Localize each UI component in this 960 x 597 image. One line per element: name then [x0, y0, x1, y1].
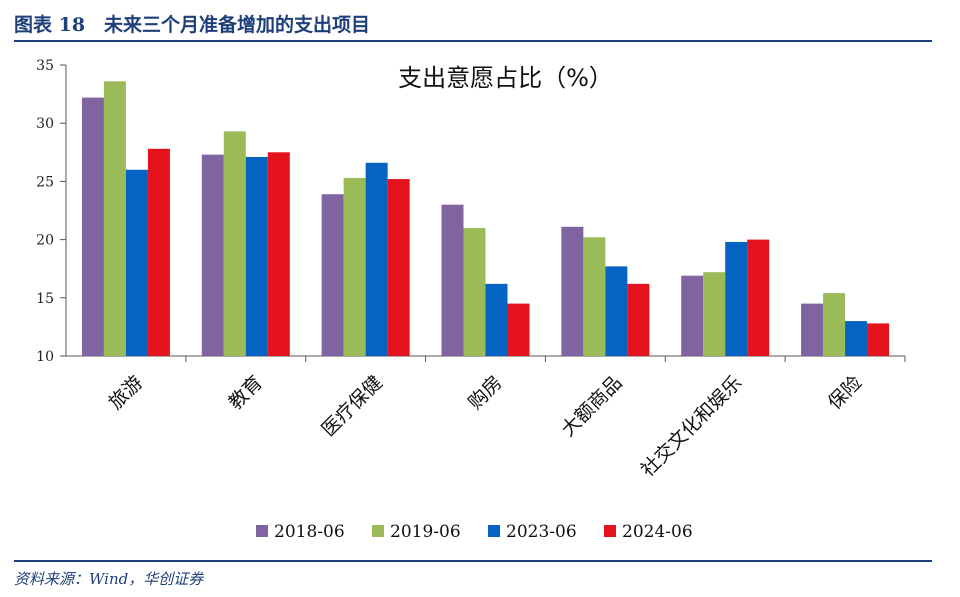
- bar: [725, 241, 748, 356]
- bar: [147, 148, 170, 356]
- legend-swatch: [488, 525, 500, 537]
- bar: [365, 162, 388, 356]
- legend-label: 2024-06: [622, 522, 693, 542]
- bar: [485, 283, 508, 356]
- chart-ticks: 10 15 20 25 30 35: [36, 58, 906, 365]
- category-label: 旅游: [105, 372, 147, 414]
- bar: [223, 131, 246, 356]
- bar: [703, 272, 726, 356]
- source-note: 资料来源：Wind，华创证券: [14, 570, 204, 588]
- bar: [801, 303, 824, 356]
- legend-label: 2023-06: [506, 522, 577, 542]
- legend-swatch: [604, 525, 616, 537]
- y-tick-label: 20: [36, 233, 54, 249]
- bar: [245, 156, 268, 356]
- y-tick-label: 35: [36, 58, 54, 74]
- legend-label: 2018-06: [274, 522, 345, 542]
- figure-title: 图表 18 未来三个月准备增加的支出项目: [14, 14, 371, 36]
- bar: [823, 293, 846, 356]
- bar: [343, 177, 366, 356]
- y-tick-label: 15: [36, 291, 54, 307]
- bar: [627, 283, 650, 356]
- y-tick-label: 25: [36, 174, 54, 190]
- category-label: 保险: [824, 372, 866, 414]
- bar: [867, 323, 890, 356]
- bar: [583, 237, 606, 356]
- bar: [321, 194, 344, 356]
- bar: [681, 275, 704, 356]
- chart-bars: [81, 81, 890, 357]
- legend-swatch: [256, 525, 268, 537]
- category-label: 社交文化和娱乐: [637, 372, 747, 482]
- bar: [125, 169, 148, 356]
- legend-swatch: [372, 525, 384, 537]
- bar: [845, 321, 868, 356]
- figure-header: 图表 18 未来三个月准备增加的支出项目: [14, 8, 932, 42]
- y-tick-label: 30: [36, 116, 54, 132]
- category-label: 教育: [224, 372, 266, 414]
- bar: [103, 81, 126, 357]
- bar: [561, 226, 584, 356]
- bar: [605, 266, 628, 356]
- bar: [463, 227, 486, 356]
- bar: [201, 154, 224, 356]
- bar: [387, 179, 410, 356]
- category-label: 医疗保健: [317, 372, 386, 441]
- chart-legend: 2018-06 2019-06 2023-06 2024-06: [256, 522, 693, 542]
- category-label: 大额商品: [557, 372, 626, 441]
- category-label: 购房: [464, 372, 506, 414]
- bar: [81, 97, 104, 356]
- bar: [747, 239, 770, 356]
- figure-footer: 资料来源：Wind，华创证券: [14, 560, 932, 592]
- chart-title: 支出意愿占比（%）: [398, 64, 613, 92]
- bar-chart: 支出意愿占比（%） 10 15 20 25 30 35 旅游 教育 医疗保健 购房 大额商品 社交文…: [36, 58, 906, 542]
- bar: [441, 204, 464, 356]
- y-tick-label: 10: [36, 349, 54, 365]
- bar: [507, 303, 530, 356]
- chart-categories: 旅游 教育 医疗保健 购房 大额商品 社交文化和娱乐 保险: [105, 372, 867, 482]
- legend-label: 2019-06: [390, 522, 461, 542]
- bar: [267, 152, 290, 356]
